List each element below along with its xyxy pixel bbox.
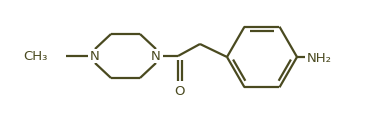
Text: N: N bbox=[151, 50, 161, 63]
Text: CH₃: CH₃ bbox=[24, 50, 48, 63]
Text: N: N bbox=[90, 50, 100, 63]
Text: O: O bbox=[175, 85, 185, 98]
Text: NH₂: NH₂ bbox=[307, 51, 332, 64]
